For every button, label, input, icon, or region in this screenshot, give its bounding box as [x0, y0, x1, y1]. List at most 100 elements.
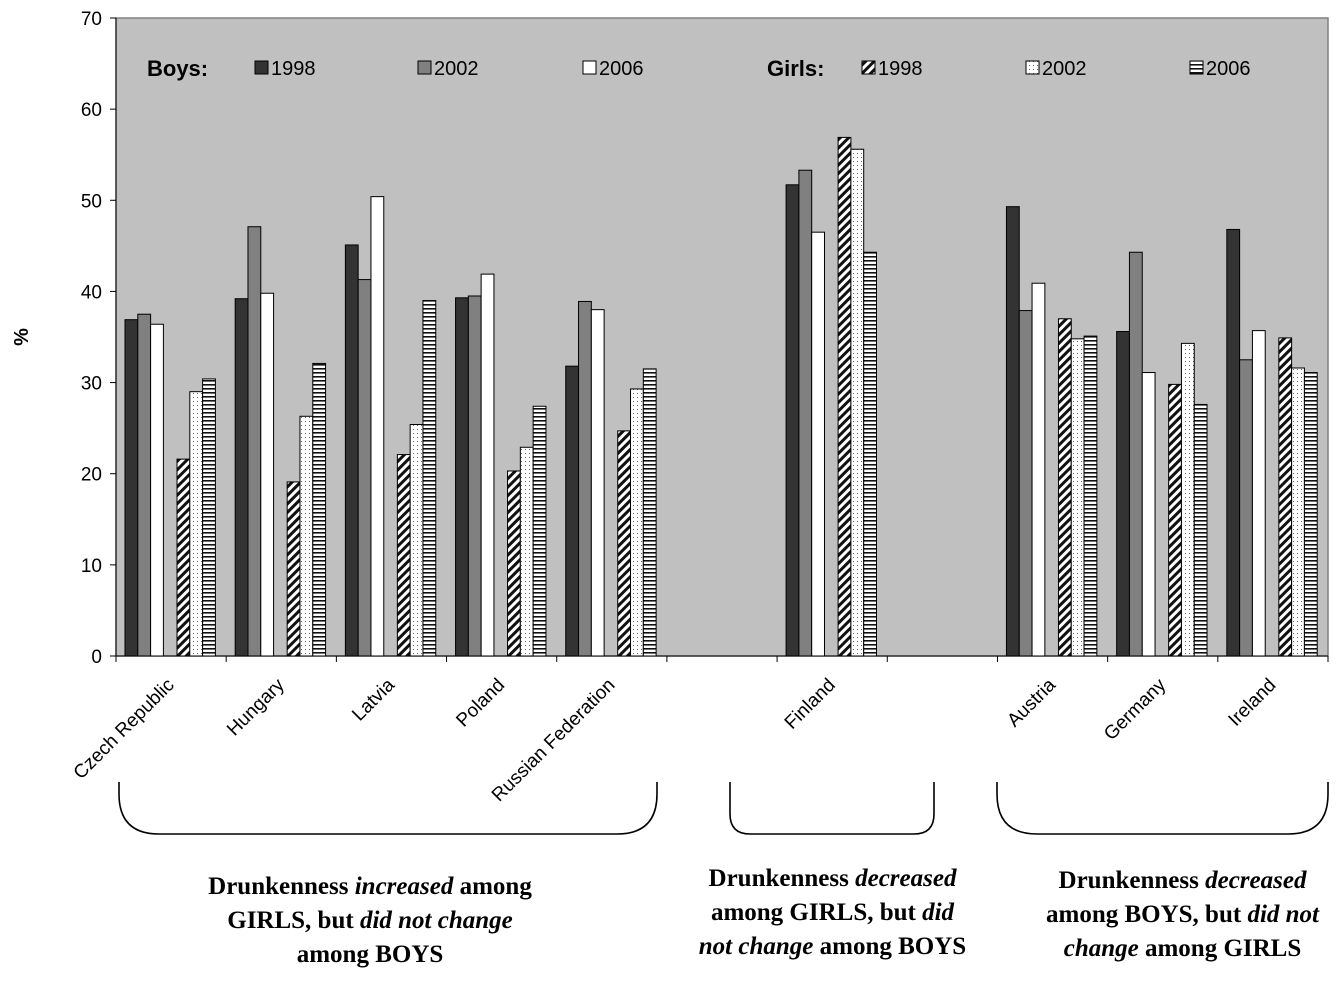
- annotation-emphasis: decreased: [1205, 867, 1307, 894]
- bar: [1057, 318, 1072, 657]
- legend-swatch: [417, 60, 432, 75]
- bar: [1018, 310, 1033, 657]
- annotation-emphasis: did not change: [698, 899, 961, 960]
- bar: [247, 226, 262, 657]
- bar: [642, 368, 657, 657]
- group-bracket: [729, 782, 935, 835]
- y-tick-label: 70: [81, 9, 102, 30]
- x-tick-label: Russian Federation: [488, 675, 619, 806]
- bar: [811, 231, 825, 657]
- bar: [260, 292, 275, 657]
- y-tick-label: 40: [81, 282, 102, 303]
- bar: [1291, 367, 1305, 657]
- legend-swatch: [1189, 60, 1204, 75]
- annotation-text: among BOYS: [296, 907, 519, 968]
- bar: [630, 388, 644, 657]
- bar: [507, 470, 521, 657]
- y-tick-label: 50: [81, 191, 102, 212]
- bar: [532, 405, 547, 657]
- x-tick-label: Czech Republic: [70, 675, 179, 784]
- bar: [1251, 330, 1266, 657]
- annotation-group-3: Drunkenness decreased among BOYS, but di…: [1030, 864, 1335, 966]
- bar: [124, 319, 139, 657]
- bar: [1180, 342, 1195, 657]
- legend-label: 2006: [599, 58, 644, 80]
- legend-group-label: Girls:: [767, 56, 824, 81]
- group-bracket: [996, 782, 1329, 835]
- legend-label: 1998: [271, 58, 316, 80]
- bar: [1070, 338, 1085, 657]
- bar: [344, 244, 359, 657]
- annotation-group-1: Drunkenness increased among GIRLS, but d…: [190, 870, 550, 972]
- legend-swatch: [254, 60, 269, 75]
- bar: [286, 481, 301, 657]
- bar: [1128, 251, 1143, 657]
- bar: [1226, 228, 1241, 657]
- annotation-emphasis: did not change: [359, 907, 513, 934]
- x-tick-label: Germany: [1100, 674, 1170, 744]
- bar: [150, 323, 164, 657]
- group-bracket: [118, 782, 658, 835]
- bar: [234, 298, 249, 657]
- bar: [312, 362, 327, 657]
- x-tick-label: Ireland: [1225, 675, 1281, 731]
- bar: [1278, 337, 1293, 657]
- bar: [1239, 359, 1253, 657]
- y-tick-label: 0: [91, 647, 102, 668]
- bar: [1168, 383, 1182, 657]
- annotation-group-2: Drunkenness decreased among GIRLS, but d…: [695, 862, 970, 964]
- y-axis-title: %: [11, 328, 33, 346]
- annotation-emphasis: decreased: [855, 865, 957, 892]
- x-tick-label: Poland: [452, 675, 509, 732]
- annotation-emphasis: did not change: [1063, 901, 1326, 962]
- annotation-text: among BOYS: [813, 933, 967, 960]
- bar: [1005, 206, 1020, 657]
- x-tick-label: Hungary: [223, 674, 289, 740]
- bar: [519, 446, 534, 657]
- bar: [370, 196, 385, 657]
- bar: [850, 148, 865, 657]
- bar: [409, 423, 424, 657]
- bar: [467, 295, 482, 657]
- legend-group-label: Boys:: [147, 56, 208, 81]
- x-tick-label: Austria: [1003, 674, 1060, 731]
- bar: [863, 251, 877, 657]
- annotation-text: among GIRLS, but: [710, 865, 963, 926]
- annotation-text: Drunkenness: [708, 865, 856, 892]
- y-tick-label: 60: [81, 100, 102, 121]
- bar: [578, 300, 592, 657]
- bar: [1083, 335, 1098, 657]
- annotation-text: Drunkenness: [208, 873, 355, 900]
- bar: [1031, 282, 1046, 657]
- bar: [1193, 403, 1208, 657]
- legend-label: 1998: [878, 58, 923, 80]
- legend-label: 2006: [1206, 58, 1251, 80]
- annotation-text: Drunkenness: [1058, 867, 1206, 894]
- bar: [357, 279, 372, 657]
- bar: [396, 454, 411, 657]
- annotation-text: among GIRLS, but: [227, 873, 539, 934]
- y-tick-label: 30: [81, 374, 102, 395]
- x-tick-label: Finland: [781, 675, 840, 734]
- x-tick-label: Latvia: [348, 674, 399, 725]
- annotation-emphasis: increased: [354, 873, 454, 900]
- bar: [137, 313, 152, 657]
- legend-swatch: [1025, 60, 1040, 75]
- legend-label: 2002: [434, 58, 479, 80]
- bar: [1303, 372, 1318, 657]
- legend-swatch: [861, 60, 876, 75]
- bar: [455, 297, 469, 657]
- bar: [189, 391, 204, 657]
- bar: [1141, 372, 1156, 657]
- legend-label: 2002: [1042, 58, 1087, 80]
- y-tick-label: 20: [81, 465, 102, 486]
- bar: [565, 365, 580, 657]
- bar: [422, 300, 437, 657]
- bar: [617, 430, 632, 657]
- bar: [299, 415, 314, 657]
- y-tick-label: 10: [81, 556, 102, 577]
- bar: [798, 169, 813, 657]
- bar: [1116, 331, 1130, 657]
- bar: [480, 273, 495, 657]
